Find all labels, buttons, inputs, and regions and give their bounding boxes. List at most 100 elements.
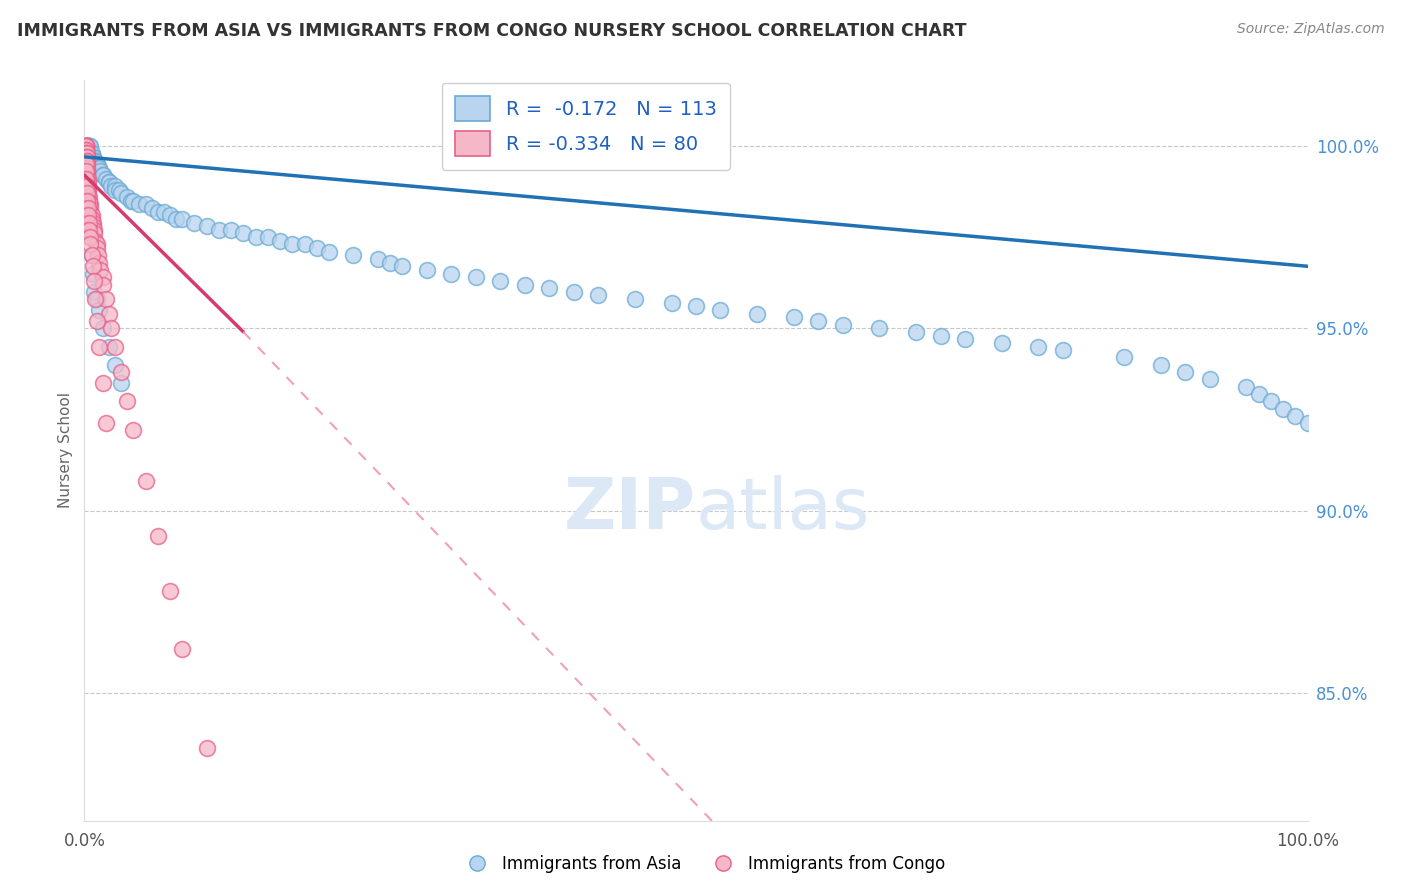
Point <box>80 248 103 262</box>
Point <box>245 230 267 244</box>
Point <box>86 237 108 252</box>
Point <box>96 292 118 306</box>
Point <box>232 227 254 241</box>
Point <box>1296 416 1319 430</box>
Point <box>75 139 97 153</box>
Point <box>257 230 280 244</box>
Point <box>91 270 114 285</box>
Point <box>82 215 104 229</box>
Point <box>97 339 120 353</box>
Point <box>86 157 108 171</box>
Point <box>80 211 103 226</box>
Point <box>82 153 104 168</box>
Point <box>685 299 707 313</box>
Point <box>135 197 157 211</box>
Text: atlas: atlas <box>696 475 870 544</box>
Point <box>75 139 97 153</box>
Point <box>84 153 107 168</box>
Point <box>269 234 291 248</box>
Text: IMMIGRANTS FROM ASIA VS IMMIGRANTS FROM CONGO NURSERY SCHOOL CORRELATION CHART: IMMIGRANTS FROM ASIA VS IMMIGRANTS FROM … <box>17 22 966 40</box>
Point <box>165 211 187 226</box>
Point <box>79 230 101 244</box>
Point <box>75 139 97 153</box>
Point <box>76 194 98 208</box>
Point <box>76 150 98 164</box>
Point <box>77 194 100 208</box>
Point <box>159 208 181 222</box>
Point <box>89 263 111 277</box>
Point <box>122 424 145 438</box>
Point <box>87 255 110 269</box>
Point <box>562 285 585 299</box>
Point <box>146 529 169 543</box>
Point <box>1284 409 1306 423</box>
Point <box>440 267 463 281</box>
Point <box>75 143 97 157</box>
Point <box>159 583 181 598</box>
Point <box>84 292 107 306</box>
Point <box>96 416 118 430</box>
Point <box>661 295 683 310</box>
Point <box>76 139 98 153</box>
Point <box>110 365 132 379</box>
Point <box>318 244 340 259</box>
Point <box>87 161 110 175</box>
Point <box>76 153 98 168</box>
Point <box>100 179 122 194</box>
Point <box>83 223 105 237</box>
Point <box>77 139 100 153</box>
Point <box>76 168 98 182</box>
Point <box>75 139 97 153</box>
Point <box>77 139 100 153</box>
Point <box>929 328 952 343</box>
Point <box>76 157 98 171</box>
Point <box>1272 401 1295 416</box>
Point <box>97 307 120 321</box>
Point <box>110 376 132 390</box>
Point <box>77 139 100 153</box>
Point <box>77 171 100 186</box>
Point <box>75 139 97 153</box>
Point <box>77 211 100 226</box>
Point <box>538 281 561 295</box>
Point <box>84 234 107 248</box>
Point <box>77 186 100 201</box>
Point <box>75 143 97 157</box>
Point <box>172 642 194 657</box>
Point <box>77 190 100 204</box>
Point <box>1247 387 1270 401</box>
Point <box>77 139 100 153</box>
Point <box>75 139 97 153</box>
Point <box>91 168 114 182</box>
Point <box>219 223 242 237</box>
Point <box>305 241 328 255</box>
Point <box>83 274 105 288</box>
Point <box>83 285 105 299</box>
Point <box>86 314 108 328</box>
Point <box>76 179 98 194</box>
Point <box>1260 394 1282 409</box>
Point <box>624 292 647 306</box>
Point <box>75 150 97 164</box>
Point <box>77 223 100 237</box>
Point <box>87 339 110 353</box>
Point <box>75 139 97 153</box>
Point <box>104 339 127 353</box>
Point <box>80 146 103 161</box>
Point <box>82 260 104 274</box>
Point <box>77 179 100 194</box>
Point <box>91 321 114 335</box>
Point <box>807 314 830 328</box>
Point <box>104 179 127 194</box>
Point <box>91 168 114 182</box>
Point <box>79 197 101 211</box>
Point <box>77 183 100 197</box>
Point <box>80 248 103 262</box>
Point <box>75 146 97 161</box>
Point <box>100 321 122 335</box>
Point <box>747 307 769 321</box>
Point <box>77 208 100 222</box>
Point <box>489 274 512 288</box>
Point <box>83 153 105 168</box>
Point <box>869 321 891 335</box>
